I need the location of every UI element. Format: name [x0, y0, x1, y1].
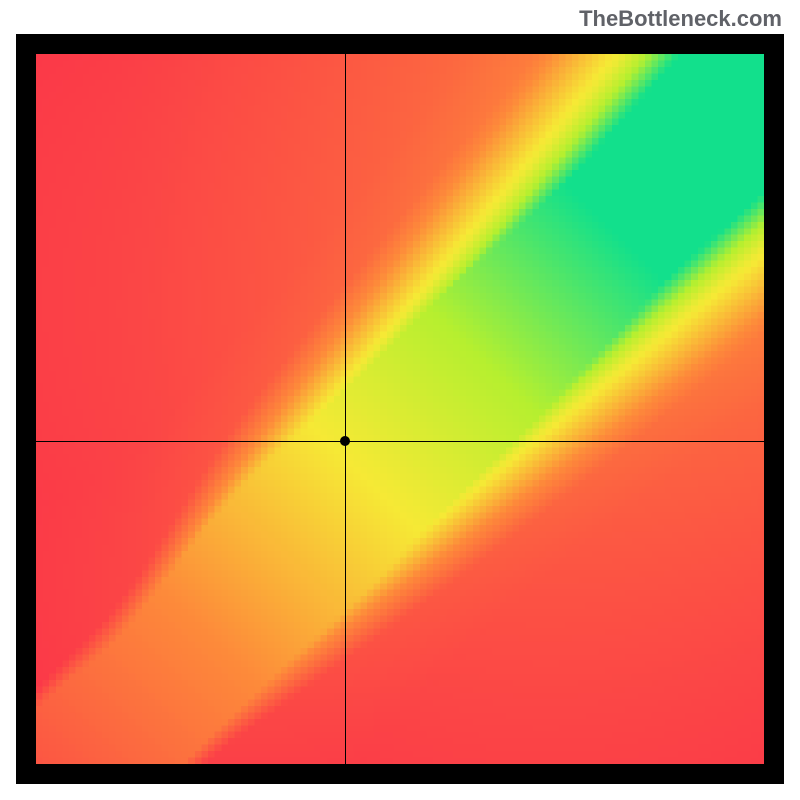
container: TheBottleneck.com: [0, 0, 800, 800]
plot-frame: [16, 34, 784, 784]
crosshair-vertical: [345, 54, 346, 764]
crosshair-horizontal: [36, 441, 764, 442]
crosshair-marker: [340, 436, 350, 446]
plot-area: [36, 54, 764, 764]
heatmap-canvas: [36, 54, 764, 764]
attribution-label: TheBottleneck.com: [579, 6, 782, 32]
